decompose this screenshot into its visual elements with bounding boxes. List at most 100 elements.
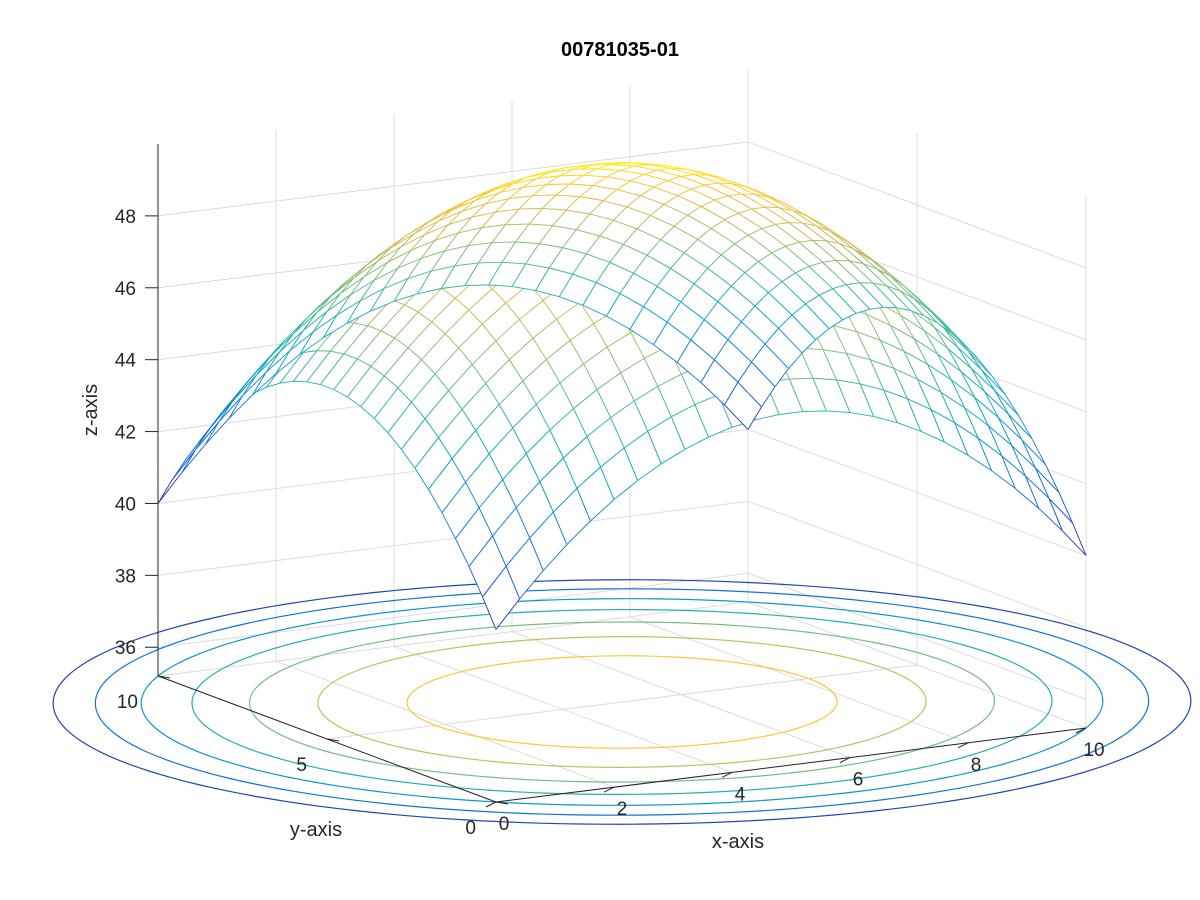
mesh-cell <box>299 315 337 355</box>
mesh-edge <box>748 228 762 236</box>
mesh-edge <box>542 544 568 571</box>
mesh-cell <box>927 364 965 408</box>
mesh-edge <box>572 253 587 275</box>
mesh-edge <box>440 265 456 289</box>
mesh-edge <box>758 261 783 282</box>
mesh-cell <box>863 263 901 291</box>
mesh-edge <box>842 237 857 249</box>
mesh-edge <box>643 286 658 307</box>
mesh-edge <box>927 363 952 381</box>
mesh-edge <box>488 184 503 193</box>
mesh-cell <box>924 330 962 372</box>
mesh-edge <box>171 450 196 482</box>
mesh-edge <box>613 219 638 230</box>
mesh-edge <box>505 208 520 226</box>
mesh-edge <box>481 302 507 325</box>
mesh-cell <box>303 293 341 331</box>
mesh-cell <box>768 281 806 315</box>
mesh-edge <box>990 374 1006 395</box>
mesh-edge <box>275 354 300 374</box>
mesh-edge <box>795 272 820 296</box>
mesh-edge <box>785 241 800 247</box>
mesh-edge <box>431 265 455 272</box>
mesh-edge <box>370 288 385 312</box>
mesh-cell <box>421 232 459 259</box>
mesh-cell <box>694 268 732 302</box>
mesh-cell <box>1011 445 1049 499</box>
mesh-edge <box>444 309 470 334</box>
mesh-cell <box>781 272 820 304</box>
mesh-cell <box>350 262 388 295</box>
mesh-edge <box>680 174 695 177</box>
mesh-edge <box>522 380 537 405</box>
mesh-edge <box>653 321 668 345</box>
mesh-edge <box>761 386 776 408</box>
mesh-edge <box>593 323 608 348</box>
mesh-cell <box>320 353 358 390</box>
contour-line <box>94 588 1150 816</box>
mesh-edge <box>957 346 972 369</box>
mesh-edge <box>994 390 1019 416</box>
mesh-edge <box>461 200 476 212</box>
mesh-cell <box>802 222 840 244</box>
mesh-edge <box>792 209 806 216</box>
mesh-cell <box>181 422 219 473</box>
mesh-edge <box>586 253 610 263</box>
mesh-edge <box>559 169 574 177</box>
mesh-cell <box>502 453 540 508</box>
mesh-cell <box>663 195 702 216</box>
mesh-edge <box>785 245 810 267</box>
mesh-cell <box>690 319 728 360</box>
x-tick-label: 2 <box>617 799 628 820</box>
mesh-edge <box>694 404 709 438</box>
mesh-edge <box>306 296 331 319</box>
mesh-edge <box>228 394 253 419</box>
mesh-edge <box>666 321 691 341</box>
mesh-cell <box>505 208 543 225</box>
mesh-edge <box>846 353 871 361</box>
mesh-edge <box>573 389 598 409</box>
mesh-cell <box>448 364 486 410</box>
mesh-cell <box>455 507 493 567</box>
mesh-cell <box>900 315 938 354</box>
mesh-edge <box>896 307 911 311</box>
mesh-edge <box>606 346 622 373</box>
mesh-edge <box>808 266 833 290</box>
mesh-edge <box>1018 415 1033 439</box>
x-tick-mark <box>721 771 733 778</box>
mesh-cell <box>599 220 637 245</box>
mesh-edge <box>457 217 473 234</box>
mesh-edge <box>714 359 739 383</box>
mesh-edge <box>828 319 843 329</box>
mesh-edge <box>451 201 466 211</box>
mesh-edge <box>721 177 746 187</box>
mesh-cell <box>799 347 837 380</box>
mesh-edge <box>1045 464 1060 493</box>
mesh-edge <box>420 250 445 259</box>
mesh-edge <box>400 234 425 248</box>
mesh-edge <box>464 284 489 286</box>
mesh-edge <box>673 225 698 240</box>
mesh-edge <box>974 397 999 418</box>
mesh-cell <box>438 200 476 222</box>
mesh-edge <box>761 228 786 247</box>
mesh-edge <box>890 324 915 339</box>
mesh-edge <box>417 288 442 313</box>
mesh-edge <box>343 272 358 285</box>
mesh-edge <box>980 369 1006 395</box>
mesh-edge <box>862 263 877 269</box>
mesh-edge <box>670 252 685 269</box>
mesh-cell <box>789 378 827 412</box>
mesh-edge <box>897 422 921 432</box>
mesh-edge <box>1062 530 1087 556</box>
mesh-edge <box>940 392 955 423</box>
mesh-edge <box>525 171 550 179</box>
mesh-edge <box>181 450 196 474</box>
mesh-edge <box>360 375 385 407</box>
mesh-edge <box>569 174 584 185</box>
mesh-edge <box>633 255 648 274</box>
mesh-edge <box>357 330 382 360</box>
mesh-edge <box>556 318 571 341</box>
mesh-edge <box>893 367 918 380</box>
